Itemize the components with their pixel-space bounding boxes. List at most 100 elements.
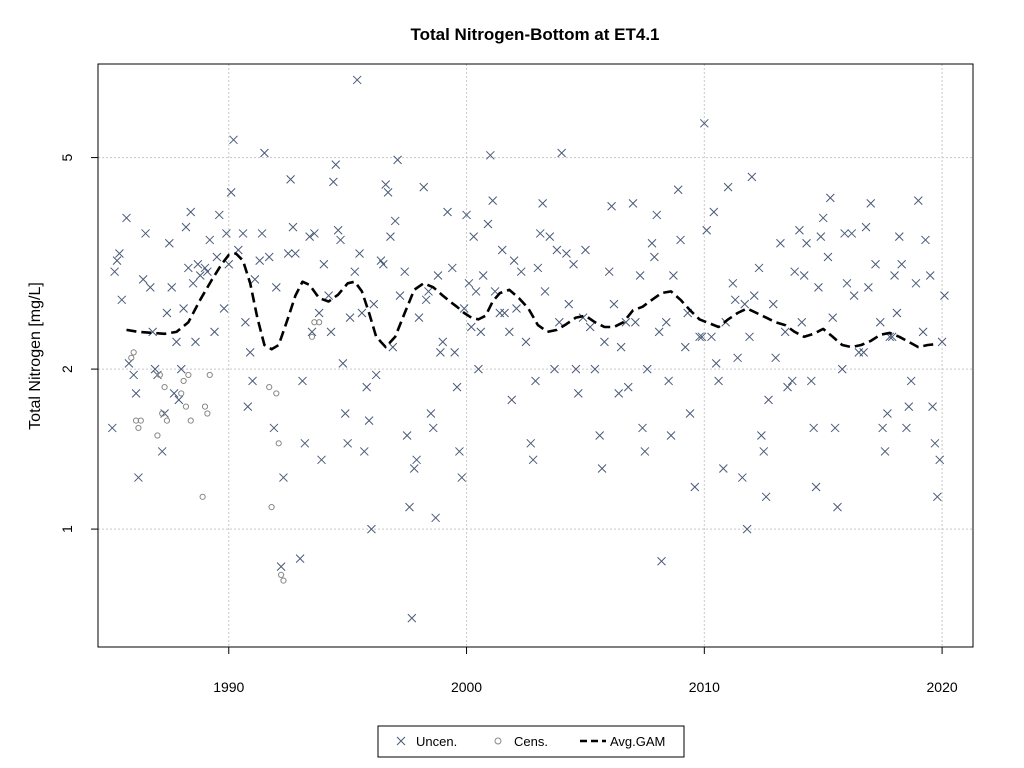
- uncensored-point: [200, 263, 210, 273]
- uncensored-point: [818, 213, 828, 223]
- uncensored-point: [669, 271, 678, 280]
- uncensored-point: [533, 263, 543, 273]
- uncensored-point: [621, 317, 631, 327]
- uncensored-point: [650, 252, 659, 262]
- uncensored-point: [640, 447, 650, 456]
- uncensored-point: [367, 524, 376, 534]
- uncensored-point: [578, 313, 588, 322]
- gam-curve: [126, 252, 938, 351]
- uncensored-point: [932, 492, 942, 502]
- uncensored-point: [462, 210, 471, 220]
- censored-point: [268, 503, 275, 511]
- uncensored-point: [497, 245, 507, 255]
- uncensored-point: [138, 275, 148, 284]
- uncensored-point: [183, 263, 193, 273]
- uncensored-point: [749, 291, 759, 300]
- uncensored-point: [768, 299, 778, 309]
- uncensored-point: [243, 402, 253, 411]
- uncensored-point: [590, 364, 600, 374]
- uncensored-point: [607, 201, 616, 211]
- uncensored-point: [890, 271, 899, 280]
- uncensored-point: [378, 259, 388, 269]
- y-axis-label: Total Nitrogen [mg/L]: [27, 282, 44, 430]
- uncensored-point: [833, 502, 842, 512]
- uncensored-point: [122, 213, 131, 223]
- uncensored-point: [298, 376, 307, 386]
- uncensored-point: [545, 232, 555, 241]
- uncensored-point: [290, 249, 300, 258]
- x-tick-label: 1990: [213, 679, 244, 695]
- uncensored-point: [205, 235, 215, 245]
- uncensored-point: [638, 423, 647, 433]
- uncensored-point: [443, 207, 452, 217]
- uncensored-point: [661, 317, 671, 327]
- uncensored-point: [585, 322, 595, 332]
- uncensored-point: [174, 395, 184, 405]
- uncensored-point: [925, 271, 935, 280]
- uncensored-point: [129, 370, 139, 380]
- uncensored-point: [550, 364, 559, 374]
- uncensored-point: [654, 327, 664, 337]
- uncensored-point: [554, 317, 564, 327]
- uncensored-point: [469, 232, 479, 241]
- y-tick-label: 2: [59, 365, 75, 373]
- uncensored-point: [930, 438, 940, 448]
- uncensored-point: [771, 353, 781, 363]
- uncensored-point: [581, 245, 590, 255]
- uncensored-point: [745, 332, 754, 342]
- uncensored-point: [245, 348, 255, 357]
- y-tick-label: 1: [59, 525, 75, 533]
- censored-point: [163, 417, 171, 424]
- uncensored-point: [814, 282, 823, 292]
- censored-point: [130, 349, 137, 356]
- censored-point: [199, 493, 206, 500]
- uncensored-point: [647, 238, 657, 248]
- uncensored-point: [540, 287, 550, 296]
- uncensored-point: [336, 235, 345, 245]
- uncensored-point: [326, 327, 336, 337]
- uncensored-point: [115, 249, 124, 258]
- uncensored-point: [395, 291, 405, 300]
- censored-point: [275, 440, 282, 447]
- uncensored-point: [797, 317, 807, 327]
- uncensored-point: [371, 370, 381, 380]
- uncensored-point: [474, 364, 483, 374]
- censored-point: [180, 377, 187, 385]
- uncensored-point: [507, 395, 517, 405]
- uncensored-point: [635, 271, 645, 280]
- uncensored-point: [288, 222, 298, 232]
- uncensored-point: [317, 455, 326, 465]
- uncensored-point: [364, 416, 374, 425]
- uncensored-point: [742, 524, 752, 534]
- uncensored-point: [176, 364, 186, 374]
- uncensored-point: [747, 172, 757, 182]
- uncensored-point: [433, 271, 443, 280]
- uncensored-point: [526, 438, 536, 448]
- uncensored-point: [117, 295, 127, 305]
- uncensored-point: [806, 376, 816, 386]
- censored-point: [308, 333, 316, 340]
- uncensored-point: [381, 180, 391, 189]
- uncensored-point: [295, 554, 305, 563]
- uncensored-point: [145, 282, 155, 292]
- uncensored-point: [866, 199, 876, 208]
- uncensored-point: [940, 291, 949, 300]
- uncensored-point: [676, 235, 685, 245]
- chart-title: Total Nitrogen-Bottom at ET4.1: [410, 25, 659, 44]
- uncensored-point: [455, 447, 464, 456]
- uncensored-point: [305, 232, 314, 241]
- uncensored-point: [476, 327, 486, 337]
- uncensored-point: [388, 342, 398, 352]
- uncensored-point: [733, 353, 742, 363]
- uncensored-point: [405, 502, 414, 512]
- uncensored-point: [343, 438, 353, 448]
- uncensored-point: [222, 229, 231, 238]
- uncensored-point: [224, 259, 234, 269]
- uncensored-point: [214, 210, 224, 220]
- censored-point: [266, 383, 273, 391]
- censored-point: [135, 424, 142, 432]
- uncensored-point: [711, 359, 721, 368]
- uncensored-point: [400, 267, 410, 277]
- uncensored-point: [402, 431, 412, 440]
